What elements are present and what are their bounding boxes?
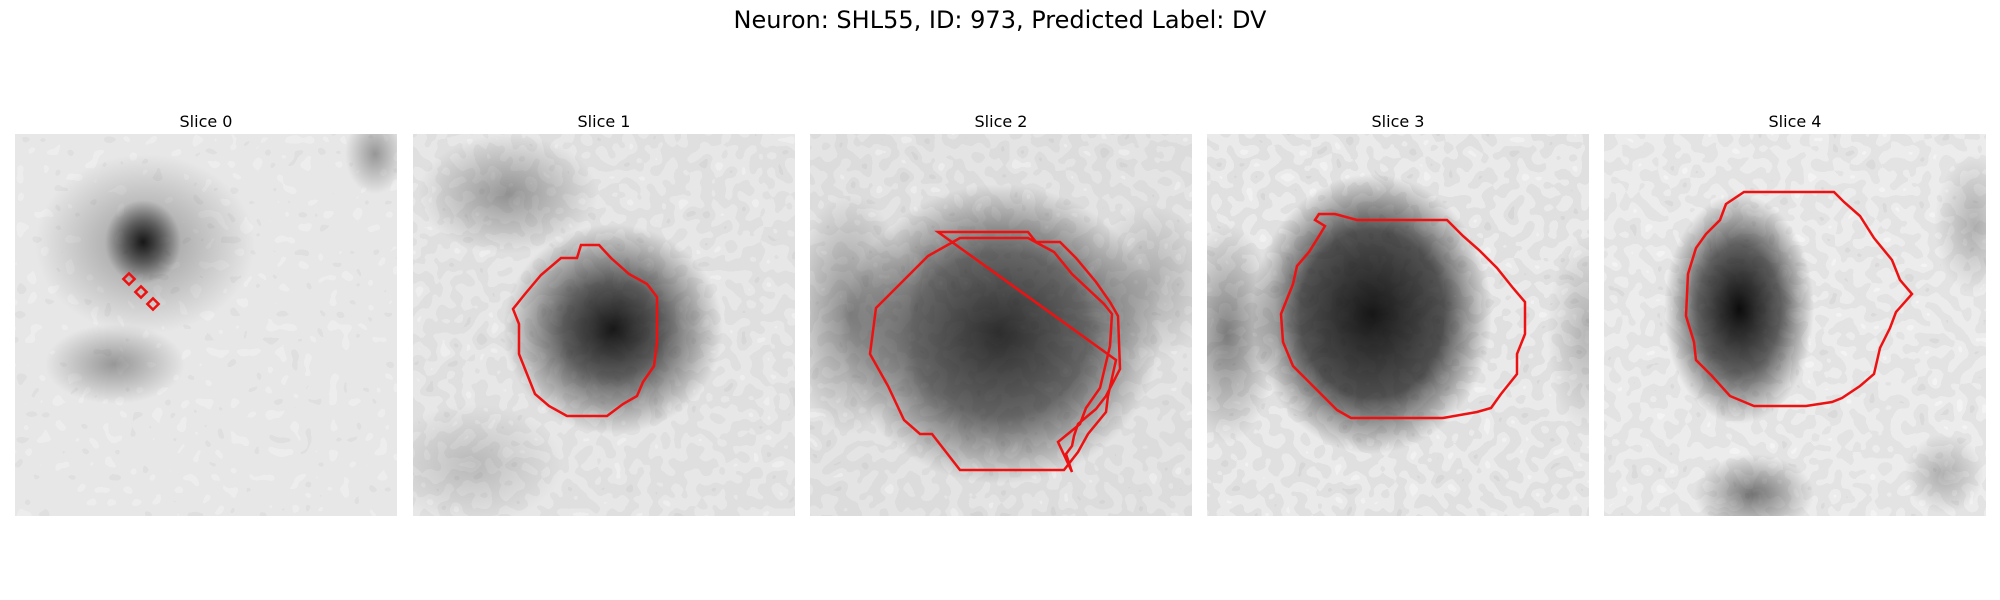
slice-panel-3: Slice 3	[1207, 110, 1589, 516]
slice-panel-2: Slice 2	[810, 110, 1192, 516]
slice-title-1: Slice 1	[577, 112, 631, 131]
slice-panel-0: Slice 0	[15, 110, 397, 516]
slice-image-1	[413, 134, 795, 516]
slice-panel-4: Slice 4	[1604, 110, 1986, 516]
slice-image-0	[15, 134, 397, 516]
roi-contour-0	[121, 271, 161, 312]
slice-title-2: Slice 2	[974, 112, 1028, 131]
roi-contour-1	[511, 243, 659, 418]
roi-contour-4	[1684, 190, 1914, 408]
slice-image-4	[1604, 134, 1986, 516]
slice-title-3: Slice 3	[1371, 112, 1425, 131]
slice-panel-1: Slice 1	[413, 110, 795, 516]
slice-title-4: Slice 4	[1768, 112, 1822, 131]
slice-image-2	[810, 134, 1192, 516]
roi-contour-2	[868, 230, 1122, 473]
slice-title-0: Slice 0	[179, 112, 233, 131]
slice-image-3	[1207, 134, 1589, 516]
figure-title: Neuron: SHL55, ID: 973, Predicted Label:…	[733, 6, 1267, 34]
roi-contour-3	[1279, 212, 1527, 420]
